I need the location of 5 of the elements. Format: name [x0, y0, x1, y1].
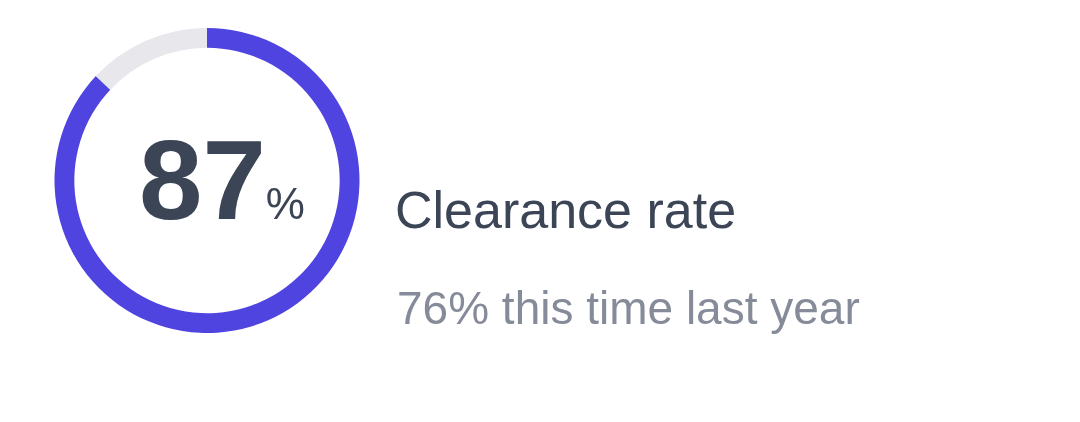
- text: 76% this time last year: [397, 282, 860, 334]
- donut-slice: [54, 28, 360, 333]
- data-label: 87%: [139, 116, 305, 243]
- donut-slice: [95, 28, 207, 90]
- text: Clearance rate: [395, 181, 737, 240]
